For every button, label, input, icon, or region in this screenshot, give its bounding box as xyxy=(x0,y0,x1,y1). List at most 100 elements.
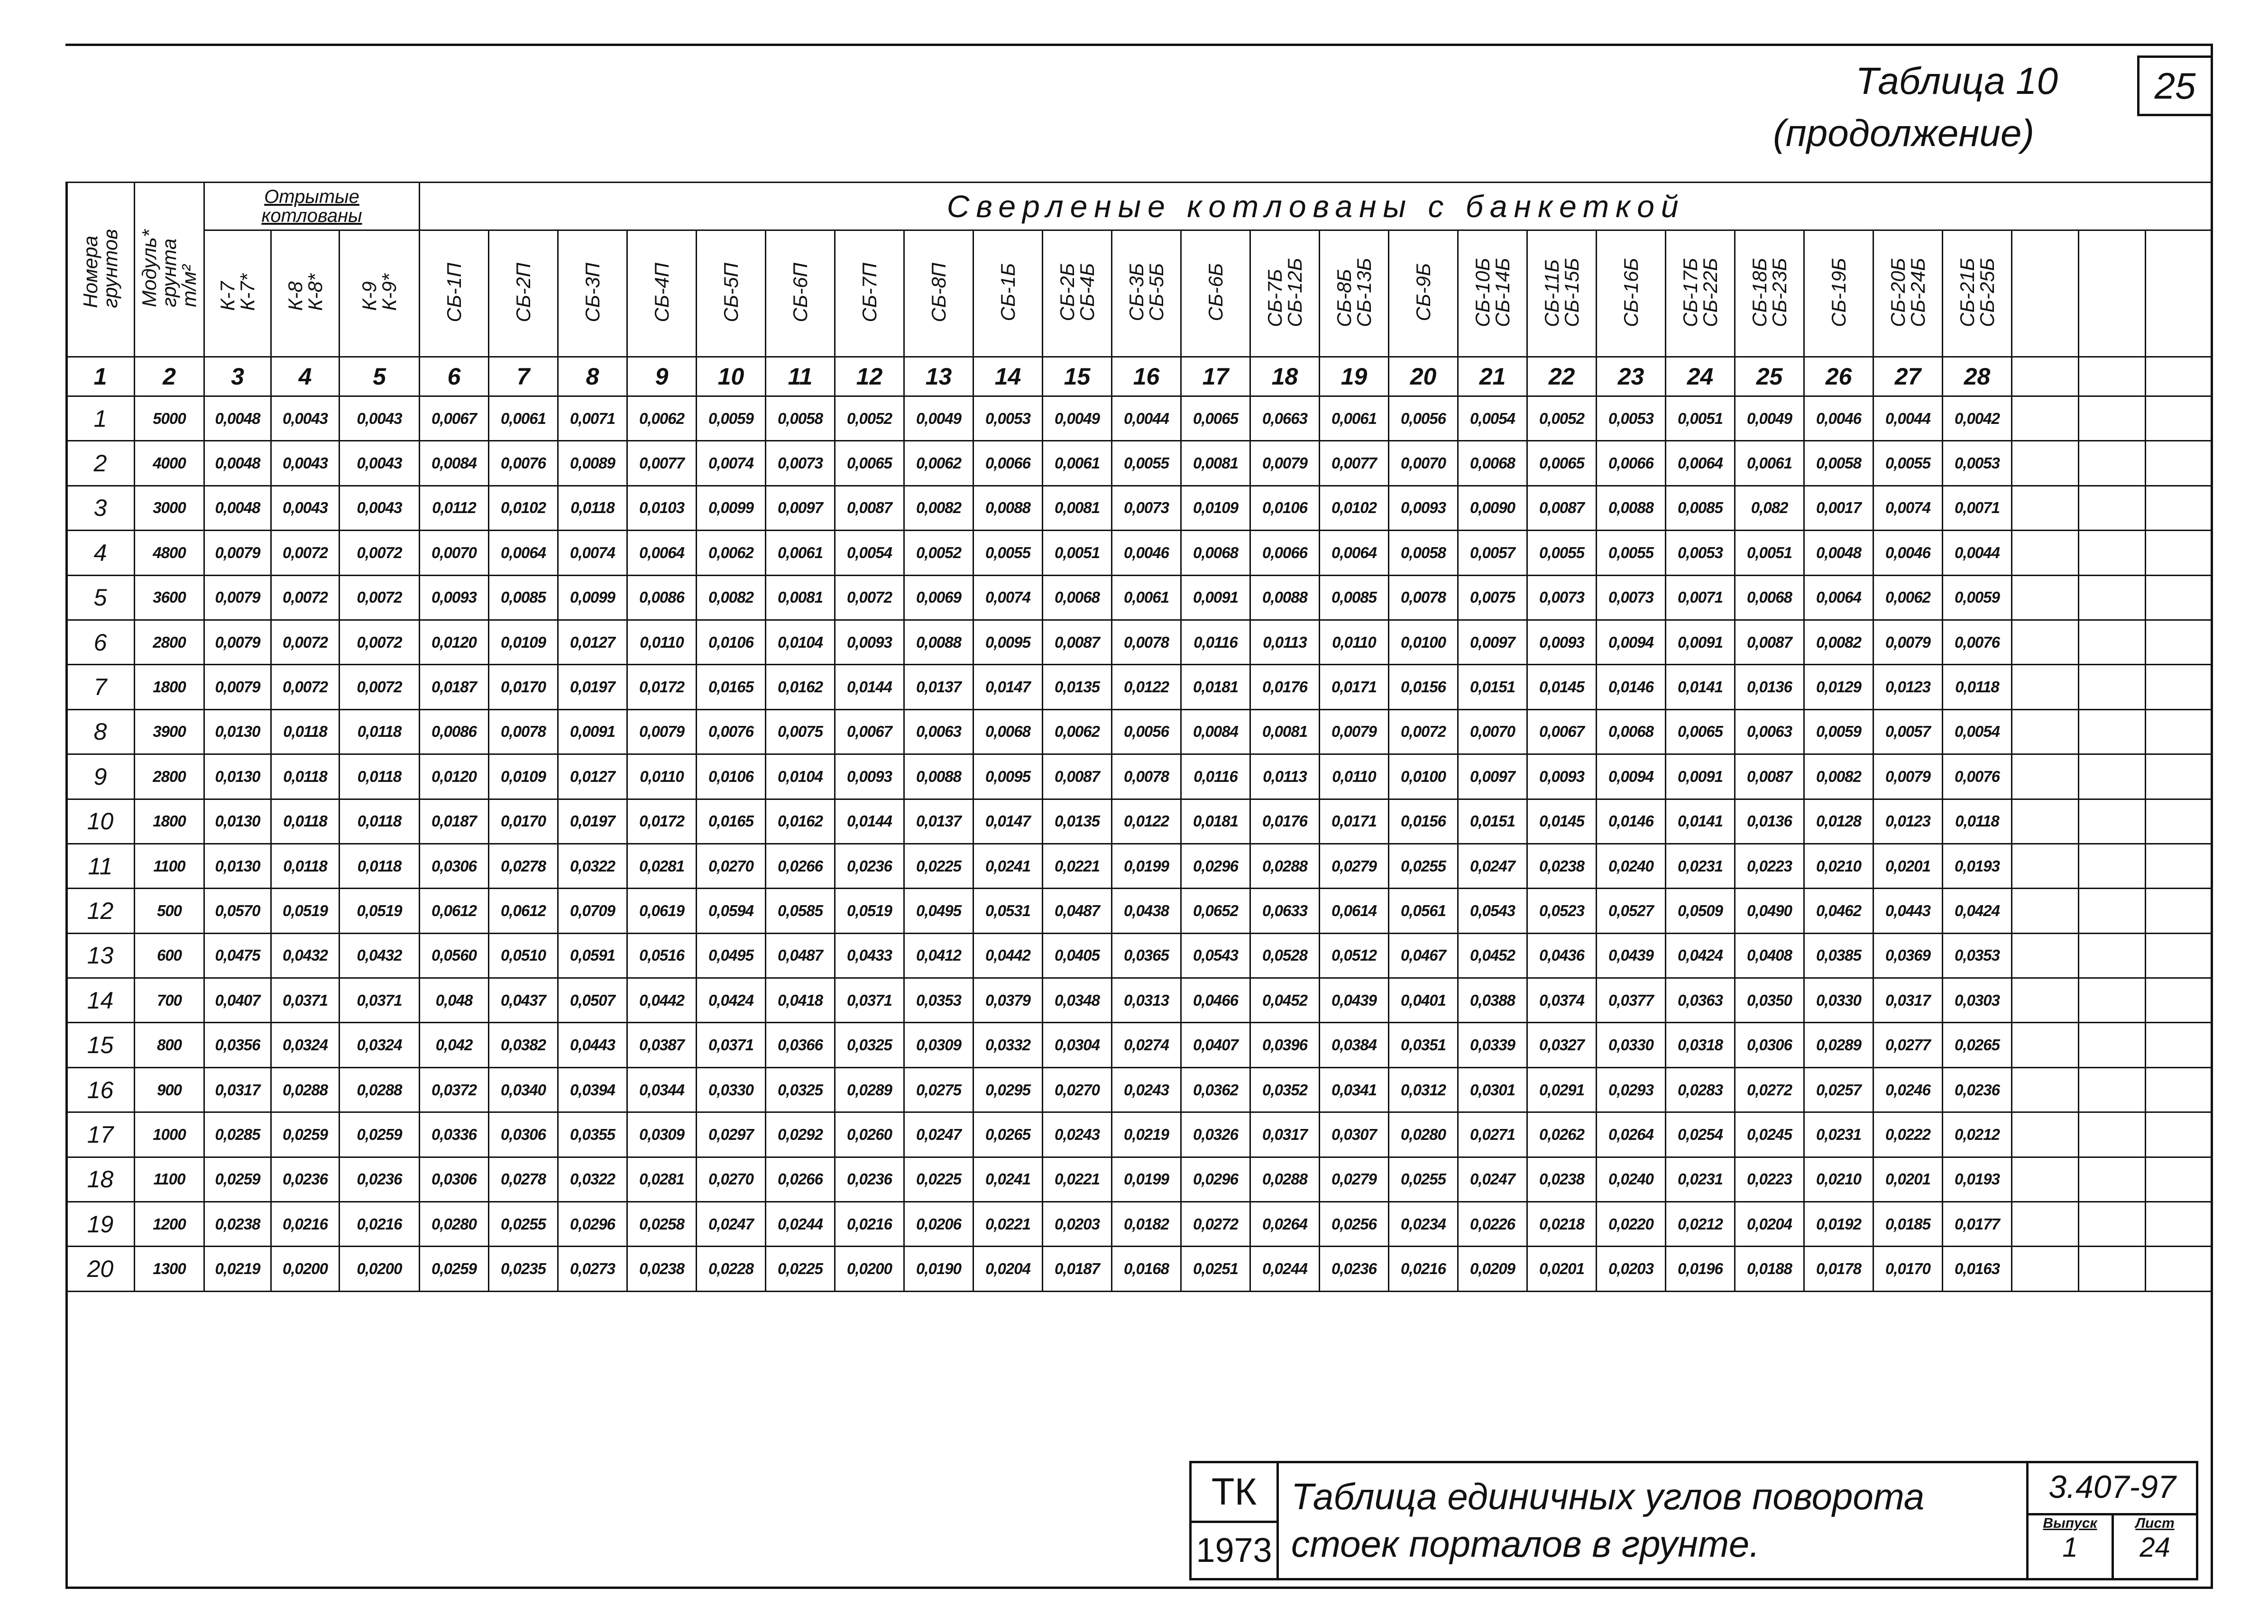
stamp: ТК 1973 Таблица единичных углов поворота… xyxy=(1189,1461,2198,1580)
empty-cell xyxy=(2145,798,2213,844)
value-cell: 0,0442 xyxy=(626,977,698,1024)
value-cell: 0,0068 xyxy=(1596,708,1667,755)
empty-cell xyxy=(2011,1066,2080,1113)
table-row: 9 2800 0,0130 0,0118 0,0118 0,0120 0,0109 0,012… xyxy=(65,753,2213,800)
header-text: Модуль* грунта т/м² xyxy=(138,229,200,307)
row-number: 20 xyxy=(65,1246,135,1292)
value-cell: 0,0065 xyxy=(1665,708,1736,755)
value-cell: 0,0216 xyxy=(270,1201,340,1248)
value-cell: 0,0197 xyxy=(557,798,628,844)
value-cell: 0,0043 xyxy=(338,395,421,442)
value-cell: 0,0270 xyxy=(1042,1066,1113,1113)
value-cell: 0,0244 xyxy=(1249,1246,1321,1292)
value-cell: 0,0612 xyxy=(419,888,490,934)
value-cell: 0,0066 xyxy=(1249,530,1321,576)
empty-cell xyxy=(2145,440,2213,486)
row-number: 8 xyxy=(65,708,135,755)
value-cell: 0,0127 xyxy=(557,753,628,800)
value-cell: 0,0332 xyxy=(973,1022,1044,1068)
column-number: 13 xyxy=(903,356,974,397)
value-cell: 0,0240 xyxy=(1596,843,1667,890)
value-cell: 0,0259 xyxy=(270,1111,340,1158)
value-cell: 0,0339 xyxy=(1457,1022,1528,1068)
value-cell: 0,0113 xyxy=(1249,619,1321,666)
value-cell: 0,0439 xyxy=(1596,932,1667,979)
value-cell: 0,0379 xyxy=(973,977,1044,1024)
header-text: СБ-2П xyxy=(512,263,534,322)
value-cell: 0,0097 xyxy=(765,485,836,532)
table-row: 11 1100 0,0130 0,0118 0,0118 0,0306 0,0278 0,03… xyxy=(65,843,2213,890)
value-cell: 0,0193 xyxy=(1942,843,2013,890)
value-cell: 0,0279 xyxy=(1319,843,1390,890)
value-cell: 0,0372 xyxy=(419,1066,490,1113)
value-cell: 0,0452 xyxy=(1457,932,1528,979)
header-line: СБ-20Б xyxy=(1886,257,1909,327)
value-cell: 0,0270 xyxy=(696,1156,767,1203)
value-cell: 0,0272 xyxy=(1734,1066,1805,1113)
value-cell: 0,0145 xyxy=(1526,664,1598,710)
header-text: Номера грунтов xyxy=(79,229,121,308)
header-line: СБ-18Б xyxy=(1748,257,1771,327)
value-cell: 0,0265 xyxy=(973,1111,1044,1158)
value-cell: 0,0487 xyxy=(1042,888,1113,934)
value-cell: 0,0475 xyxy=(203,932,272,979)
value-cell: 0,0199 xyxy=(1111,1156,1182,1203)
value-cell: 0,0093 xyxy=(419,574,490,621)
value-cell: 0,0044 xyxy=(1111,395,1182,442)
table-row: 2 4000 0,0048 0,0043 0,0043 0,0084 0,0076 0,008… xyxy=(65,440,2213,486)
value-cell: 0,0056 xyxy=(1388,395,1459,442)
value-cell: 0,0352 xyxy=(1249,1066,1321,1113)
header-text: К-9 К-9* xyxy=(358,274,400,311)
header-text: СБ-21Б СБ-25Б xyxy=(1956,258,1998,327)
header-text: СБ-1Б xyxy=(997,263,1019,321)
value-cell: 0,0087 xyxy=(1734,753,1805,800)
empty-cell xyxy=(2078,440,2147,486)
value-cell: 0,0066 xyxy=(973,440,1044,486)
value-cell: 0,0236 xyxy=(834,843,905,890)
value-cell: 0,0043 xyxy=(338,485,421,532)
value-cell: 0,0170 xyxy=(488,798,559,844)
value-cell: 0,0365 xyxy=(1111,932,1182,979)
value-cell: 0,0356 xyxy=(203,1022,272,1068)
column-header: СБ-16Б xyxy=(1596,229,1667,358)
value-cell: 0,0070 xyxy=(1457,708,1528,755)
column-number: 27 xyxy=(1873,356,1944,397)
value-cell: 0,0165 xyxy=(696,798,767,844)
value-cell: 0,0118 xyxy=(270,708,340,755)
value-cell: 0,0162 xyxy=(765,664,836,710)
header-line: Модуль* xyxy=(138,229,160,307)
value-cell: 0,0062 xyxy=(1042,708,1113,755)
table-row: 15 800 0,0356 0,0324 0,0324 0,042 0,0382 0,0443… xyxy=(65,1022,2213,1068)
value-cell: 0,0087 xyxy=(1042,753,1113,800)
value-cell: 0,0304 xyxy=(1042,1022,1113,1068)
header-text: К-8 К-8* xyxy=(284,274,326,311)
value-cell: 0,0065 xyxy=(1180,395,1251,442)
modulus-cell: 1100 xyxy=(134,1156,205,1203)
value-cell: 0,0110 xyxy=(626,619,698,666)
stamp-title: Таблица единичных углов поворота стоек п… xyxy=(1291,1473,2021,1568)
column-number: 4 xyxy=(270,356,340,397)
group-header: Отрытые котлованы xyxy=(203,182,421,231)
column-header: СБ-7П xyxy=(834,229,905,358)
value-cell: 0,0088 xyxy=(1249,574,1321,621)
column-header: К-7 К-7* xyxy=(203,229,272,358)
value-cell: 0,0324 xyxy=(338,1022,421,1068)
column-number: 20 xyxy=(1388,356,1459,397)
value-cell: 0,0251 xyxy=(1180,1246,1251,1292)
value-cell: 0,0079 xyxy=(203,664,272,710)
value-cell: 0,0056 xyxy=(1111,708,1182,755)
value-cell: 0,0309 xyxy=(903,1022,974,1068)
modulus-cell: 2800 xyxy=(134,753,205,800)
value-cell: 0,0046 xyxy=(1803,395,1874,442)
value-cell: 0,0519 xyxy=(338,888,421,934)
value-cell: 0,0274 xyxy=(1111,1022,1182,1068)
value-cell: 0,0591 xyxy=(557,932,628,979)
value-cell: 0,0062 xyxy=(1873,574,1944,621)
empty-cell xyxy=(2078,977,2147,1024)
value-cell: 0,0353 xyxy=(903,977,974,1024)
value-cell: 0,0301 xyxy=(1457,1066,1528,1113)
value-cell: 0,0433 xyxy=(834,932,905,979)
value-cell: 0,0061 xyxy=(1042,440,1113,486)
value-cell: 0,0053 xyxy=(1942,440,2013,486)
value-cell: 0,0068 xyxy=(1180,530,1251,576)
